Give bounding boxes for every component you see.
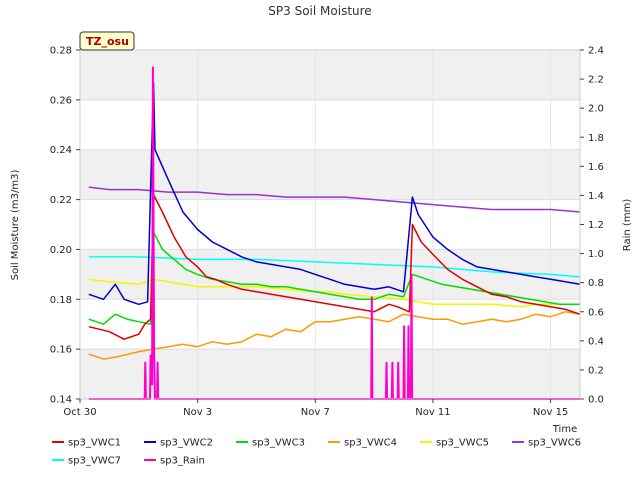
x-axis: Oct 30 Nov 3 Nov 7 Nov 11 Nov 15 [63, 399, 568, 418]
legend-item: sp3_VWC6 [512, 438, 581, 449]
y2-tick-label: 1.6 [588, 162, 604, 173]
legend-label: sp3_VWC3 [252, 438, 305, 449]
plot-band [80, 349, 580, 399]
y2-tick-label: 1.4 [588, 191, 604, 202]
legend-label: sp3_VWC6 [528, 438, 581, 449]
series-line-sp3-vwc1 [88, 193, 581, 340]
x-tick-label: Nov 3 [183, 407, 212, 418]
legend-item: sp3_VWC3 [236, 438, 305, 449]
y-tick-label: 0.18 [50, 295, 72, 306]
legend-item: sp3_Rain [144, 456, 205, 467]
series-layer [88, 66, 581, 400]
x-tick-label: Nov 15 [533, 407, 568, 418]
y2-tick-label: 1.0 [588, 249, 604, 260]
y-axis-right: 0.0 0.2 0.4 0.6 0.8 1.0 1.2 1.4 1.6 1.8 2.0 2.2 2.4 [580, 46, 604, 406]
y2-axis-title: Rain (mm) [622, 199, 633, 252]
site-badge: TZ_osu [79, 31, 135, 51]
y2-tick-label: 0.6 [588, 307, 604, 318]
y-tick-label: 0.28 [50, 46, 72, 57]
y2-tick-label: 1.8 [588, 133, 604, 144]
legend-label: sp3_VWC1 [68, 438, 121, 449]
x-axis-title: Time [552, 424, 577, 435]
y-tick-label: 0.20 [50, 245, 72, 256]
legend-label: sp3_VWC2 [160, 438, 213, 449]
x-tick-label: Nov 11 [415, 407, 450, 418]
y2-tick-label: 1.2 [588, 220, 604, 231]
y2-tick-label: 0.4 [588, 336, 604, 347]
site-badge-label: TZ_osu [86, 35, 129, 48]
y-axis-left: 0.14 0.16 0.18 0.20 0.22 0.24 0.26 0.28 [50, 46, 80, 406]
series-line-sp3-vwc4 [88, 311, 581, 360]
legend: sp3_VWC1 sp3_VWC2 sp3_VWC3 sp3_VWC4 sp3_VWC5… [52, 438, 581, 467]
plot-band [80, 50, 580, 100]
y2-tick-label: 0.8 [588, 278, 604, 289]
y2-tick-label: 2.2 [588, 75, 604, 86]
legend-label: sp3_VWC5 [436, 438, 489, 449]
y2-tick-label: 2.4 [588, 46, 604, 57]
legend-item: sp3_VWC1 [52, 438, 121, 449]
legend-item: sp3_VWC5 [420, 438, 489, 449]
legend-label: sp3_VWC4 [344, 438, 397, 449]
x-tick-label: Nov 7 [301, 407, 330, 418]
series-line-sp3-vwc7 [88, 256, 581, 278]
y-tick-label: 0.26 [50, 95, 72, 106]
y2-tick-label: 2.0 [588, 104, 604, 115]
legend-label: sp3_Rain [160, 456, 205, 467]
legend-item: sp3_VWC7 [52, 456, 121, 467]
plot-background-bands [80, 50, 580, 399]
legend-item: sp3_VWC4 [328, 438, 397, 449]
y-tick-label: 0.24 [50, 145, 72, 156]
series-line-sp3-vwc6 [88, 186, 581, 213]
chart-title: SP3 Soil Moisture [268, 4, 371, 18]
legend-item: sp3_VWC2 [144, 438, 213, 449]
y-axis-title: Soil Moisture (m3/m3) [10, 170, 21, 281]
plot-band [80, 149, 580, 200]
series-line-sp3-rain [88, 66, 580, 400]
legend-label: sp3_VWC7 [68, 456, 121, 467]
y2-tick-label: 0.2 [588, 365, 604, 376]
x-tick-label: Oct 30 [63, 407, 96, 418]
series-line-sp3-vwc5 [88, 278, 580, 308]
y-tick-label: 0.22 [50, 195, 72, 206]
y2-tick-label: 0.0 [588, 395, 604, 406]
y-tick-label: 0.14 [50, 395, 72, 406]
y-tick-label: 0.16 [50, 345, 72, 356]
